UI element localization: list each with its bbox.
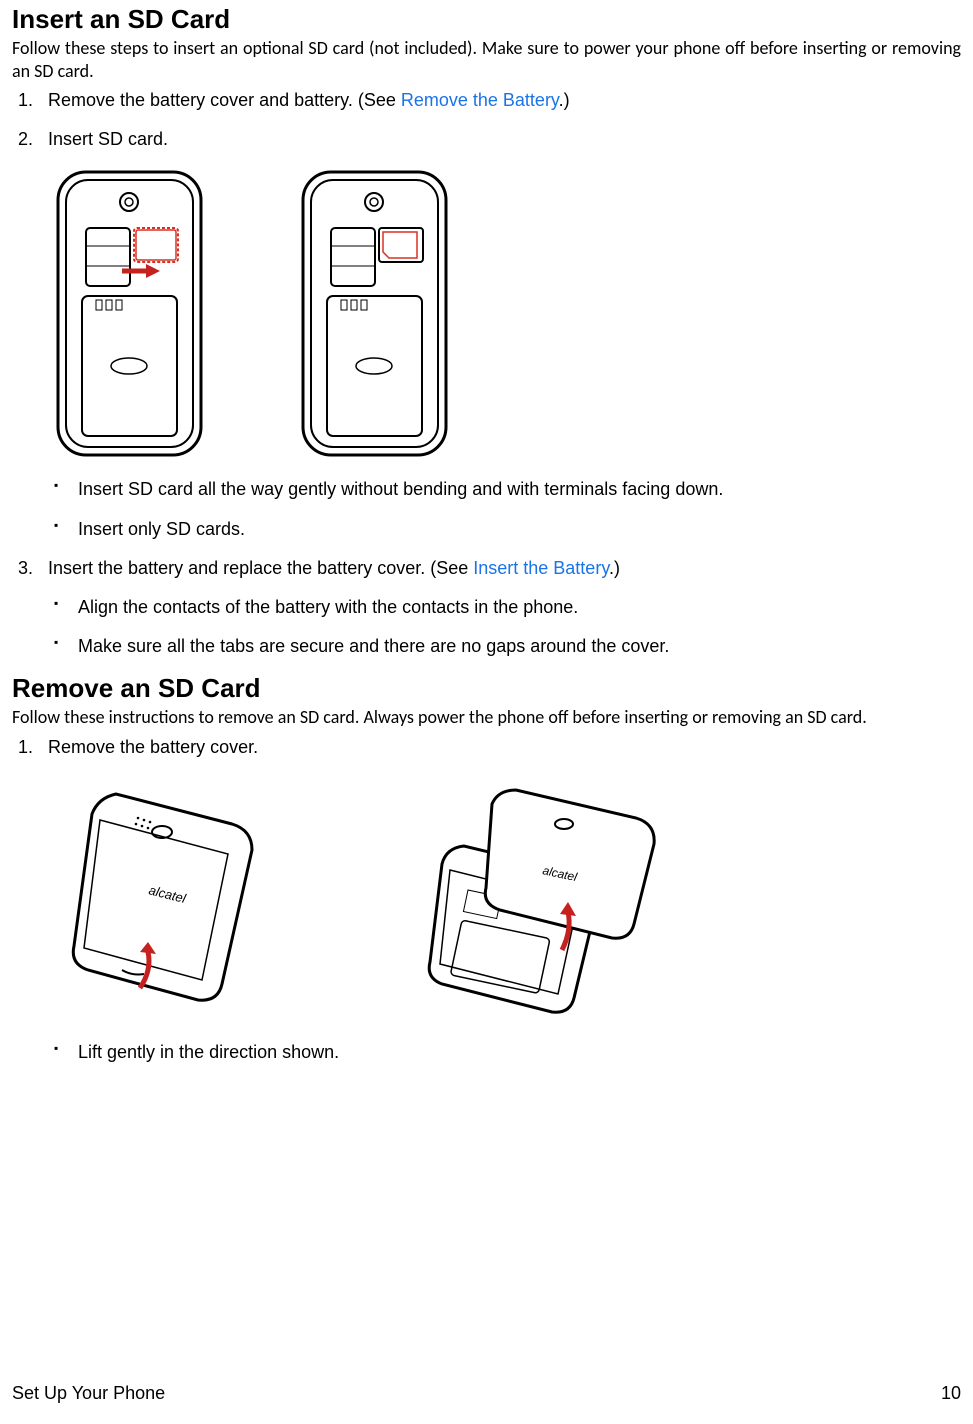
step-number: 1. (18, 88, 33, 113)
phone-back-diagram-1 (52, 166, 207, 461)
svg-text:alcatel: alcatel (147, 882, 188, 906)
step-3: 3. Insert the battery and replace the ba… (48, 556, 961, 581)
step-number: 2. (18, 127, 33, 152)
intro-paragraph-1: Follow these steps to insert an optional… (12, 37, 961, 82)
step-number: 1. (18, 735, 33, 760)
step-text: Remove the battery cover and battery. (S… (48, 90, 401, 110)
step-text: Insert SD card. (48, 129, 168, 149)
link-insert-battery[interactable]: Insert the Battery (473, 558, 609, 578)
footer-page-number: 10 (941, 1383, 961, 1404)
diagram-row-insert-sd (12, 166, 961, 461)
bullets-section2: Lift gently in the direction shown. (12, 1040, 961, 1065)
bullets-after-step3: Align the contacts of the battery with t… (12, 595, 961, 659)
bullet-item: Insert only SD cards. (78, 517, 961, 542)
bullet-item: Insert SD card all the way gently withou… (78, 477, 961, 502)
step-number: 3. (18, 556, 33, 581)
bullet-item: Lift gently in the direction shown. (78, 1040, 961, 1065)
bullet-item: Make sure all the tabs are secure and th… (78, 634, 961, 659)
step-1b: 1. Remove the battery cover. (48, 735, 961, 760)
steps-list-2: 1. Remove the battery cover. (12, 735, 961, 760)
link-remove-battery[interactable]: Remove the Battery (401, 90, 559, 110)
steps-list-1b: 3. Insert the battery and replace the ba… (12, 556, 961, 581)
bullet-item: Align the contacts of the battery with t… (78, 595, 961, 620)
bullets-after-step2: Insert SD card all the way gently withou… (12, 477, 961, 541)
step-after: .) (609, 558, 620, 578)
page-footer: Set Up Your Phone 10 (12, 1383, 961, 1404)
section-heading-remove-sd: Remove an SD Card (12, 673, 961, 704)
step-text: Remove the battery cover. (48, 737, 258, 757)
phone-iso-diagram-2: alcatel (412, 774, 672, 1024)
intro-paragraph-2: Follow these instructions to remove an S… (12, 706, 961, 729)
step-after: .) (559, 90, 570, 110)
step-1: 1. Remove the battery cover and battery.… (48, 88, 961, 113)
section-heading-insert-sd: Insert an SD Card (12, 4, 961, 35)
step-2: 2. Insert SD card. (48, 127, 961, 152)
footer-left: Set Up Your Phone (12, 1383, 165, 1404)
step-text: Insert the battery and replace the batte… (48, 558, 473, 578)
steps-list-1: 1. Remove the battery cover and battery.… (12, 88, 961, 152)
phone-iso-diagram-1: alcatel (52, 774, 272, 1024)
diagram-row-remove-cover: alcatel alcatel (12, 774, 961, 1024)
phone-back-diagram-2 (297, 166, 452, 461)
